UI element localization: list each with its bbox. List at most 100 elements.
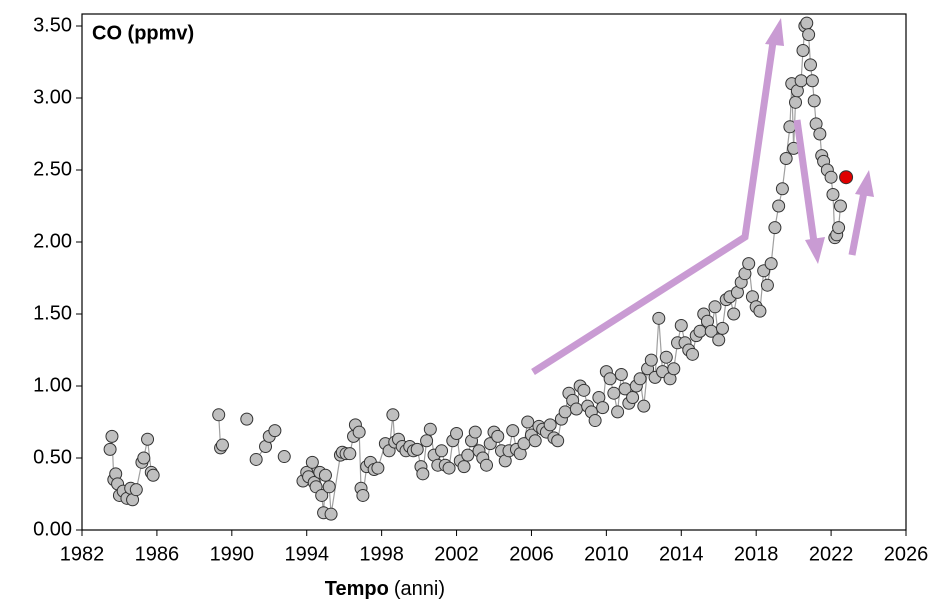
x-axis-label: Tempo	[325, 578, 389, 600]
data-point	[137, 451, 151, 465]
x-tick-label: 2018	[734, 543, 779, 565]
x-tick-label: 1982	[60, 543, 105, 565]
data-point	[667, 362, 681, 376]
data-point	[652, 311, 666, 325]
y-tick-label: 2.50	[33, 158, 72, 180]
data-point	[569, 402, 583, 416]
data-point	[268, 424, 282, 438]
chart-title: CO (ppmv)	[92, 22, 194, 44]
highlight-point	[839, 170, 854, 185]
x-tick-label: 2014	[659, 543, 704, 565]
data-point	[468, 425, 482, 439]
data-point	[356, 488, 370, 502]
data-point	[450, 427, 464, 441]
arrow-head	[855, 170, 874, 197]
data-point	[775, 182, 789, 196]
data-point	[146, 468, 160, 482]
data-point	[324, 507, 338, 521]
data-point	[753, 304, 767, 318]
data-point	[343, 447, 357, 461]
data-point	[693, 324, 707, 338]
arrow	[793, 119, 818, 243]
x-tick-label: 2010	[584, 543, 629, 565]
data-point	[794, 74, 808, 88]
y-tick-label: 3.00	[33, 86, 72, 108]
data-point	[807, 94, 821, 108]
data-point	[461, 448, 475, 462]
x-tick-label: 2002	[434, 543, 479, 565]
data-point	[277, 450, 291, 464]
data-point	[543, 418, 557, 432]
data-point	[551, 434, 565, 448]
data-point	[715, 321, 729, 335]
data-point	[607, 386, 621, 400]
data-point	[423, 422, 437, 436]
data-point	[626, 391, 640, 405]
data-point	[779, 151, 793, 165]
plot-frame	[81, 13, 907, 531]
data-point	[103, 442, 117, 456]
data-point	[603, 372, 617, 386]
data-point	[813, 127, 827, 141]
data-point	[420, 434, 434, 448]
data-point	[659, 350, 673, 364]
data-point	[141, 432, 155, 446]
data-point	[768, 221, 782, 235]
data-point	[611, 405, 625, 419]
data-point	[588, 414, 602, 428]
x-axis-title: Tempo (anni)	[325, 578, 445, 600]
data-point	[833, 199, 847, 213]
x-tick-label: 2026	[884, 543, 929, 565]
data-point	[435, 444, 449, 458]
data-point	[637, 399, 651, 413]
arrow	[848, 191, 868, 256]
data-point	[240, 412, 254, 426]
data-point	[712, 333, 726, 347]
data-point	[480, 458, 494, 472]
data-point	[249, 452, 263, 466]
data-point	[674, 319, 688, 333]
data-point	[212, 408, 226, 422]
data-point	[802, 28, 816, 42]
data-point	[805, 74, 819, 88]
y-tick-label: 3.50	[33, 14, 72, 36]
x-tick-label: 1990	[210, 543, 255, 565]
data-point	[442, 461, 456, 475]
annotation-arrows	[531, 18, 874, 375]
data-point	[506, 424, 520, 438]
arrow-head	[805, 237, 825, 264]
data-point	[305, 455, 319, 469]
data-point	[742, 257, 756, 271]
data-point	[772, 199, 786, 213]
data-point	[803, 58, 817, 72]
data-point	[491, 429, 505, 443]
data-point	[686, 347, 700, 361]
x-axis-unit: (anni)	[394, 578, 445, 600]
y-tick-label: 0.00	[33, 518, 72, 540]
data-point	[352, 425, 366, 439]
data-point	[832, 221, 846, 235]
data-point	[318, 468, 332, 482]
data-point	[410, 442, 424, 456]
x-tick-label: 1998	[359, 543, 404, 565]
data-point	[760, 278, 774, 292]
arrow-head	[765, 18, 784, 46]
data-point	[633, 372, 647, 386]
data-point	[644, 353, 658, 367]
data-point	[322, 480, 336, 494]
data-point	[708, 300, 722, 314]
data-point	[416, 467, 430, 481]
x-tick-label: 1986	[135, 543, 180, 565]
data-point	[315, 488, 329, 502]
data-point	[614, 367, 628, 381]
data-point	[826, 187, 840, 201]
data-point	[764, 257, 778, 271]
data-point	[129, 483, 143, 497]
data-point	[824, 170, 838, 184]
y-tick-label: 0.50	[33, 446, 72, 468]
y-tick-label: 2.00	[33, 230, 72, 252]
data-point	[727, 307, 741, 321]
data-point	[577, 383, 591, 397]
data-point	[789, 95, 803, 109]
data-point	[386, 408, 400, 422]
